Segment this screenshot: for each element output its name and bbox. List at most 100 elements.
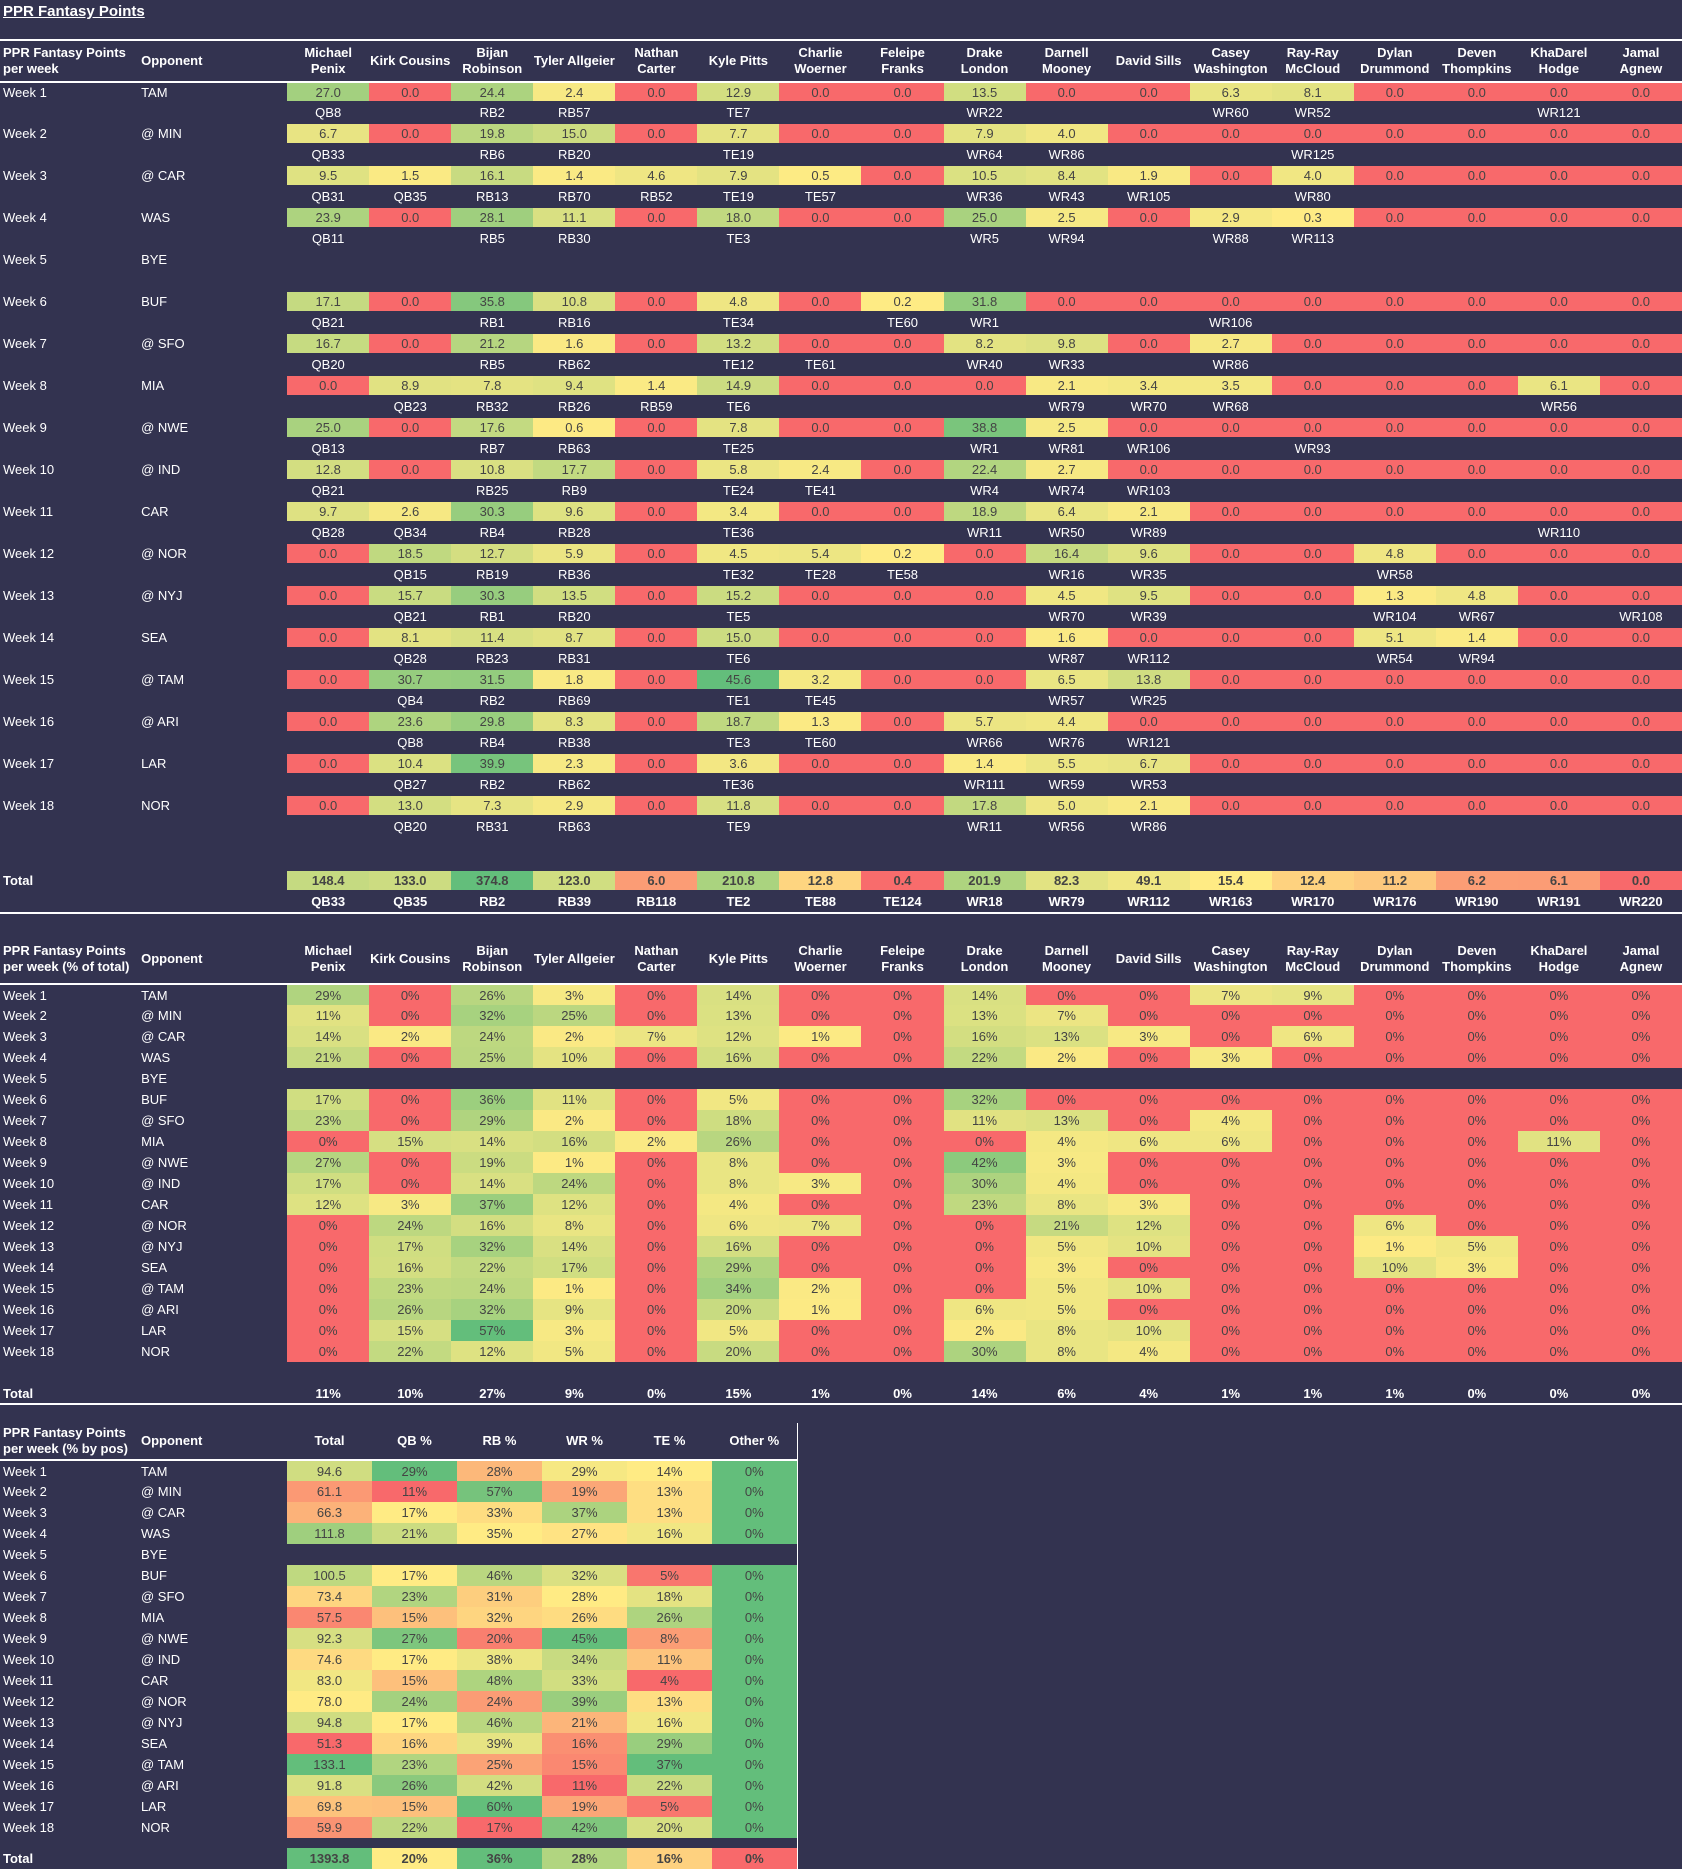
column-header[interactable]: KhaDarel Hodge [1530, 943, 1588, 974]
share-cell[interactable]: 0% [615, 1089, 698, 1110]
position-cell[interactable]: 16% [627, 1523, 712, 1544]
points-cell[interactable] [1518, 250, 1600, 269]
share-cell[interactable]: 3% [533, 1320, 616, 1341]
share-cell[interactable]: 27% [287, 1152, 370, 1173]
points-cell[interactable]: 0.0 [1107, 418, 1190, 437]
points-cell[interactable]: 28.1 [451, 208, 534, 227]
points-cell[interactable]: 16.4 [1025, 544, 1108, 563]
position-cell[interactable]: 100.5 [287, 1565, 372, 1586]
points-cell[interactable]: 0.0 [1517, 670, 1600, 689]
share-cell[interactable] [1108, 1068, 1190, 1089]
share-cell[interactable]: 3% [1025, 1152, 1108, 1173]
position-cell[interactable]: 5% [627, 1796, 712, 1817]
position-cell[interactable]: 74.6 [287, 1649, 372, 1670]
column-header[interactable]: Jamal Agnew [1619, 45, 1663, 76]
points-cell[interactable]: 30.3 [451, 502, 534, 521]
total-share-cell[interactable]: 0% [1435, 1383, 1518, 1405]
share-cell[interactable]: 1% [533, 1152, 616, 1173]
share-cell[interactable]: 5% [697, 1089, 780, 1110]
share-cell[interactable]: 8% [533, 1215, 616, 1236]
points-cell[interactable]: 0.0 [1517, 334, 1600, 353]
share-cell[interactable]: 0% [943, 1215, 1026, 1236]
share-cell[interactable]: 0% [1107, 1173, 1190, 1194]
column-header[interactable]: Dylan Drummond [1360, 45, 1430, 76]
share-cell[interactable]: 0% [1189, 1005, 1272, 1026]
points-cell[interactable]: 0.0 [1271, 418, 1354, 437]
points-cell[interactable]: 0.0 [615, 754, 698, 773]
total-points-cell[interactable]: 148.4 [287, 871, 370, 890]
share-cell[interactable]: 6% [1107, 1131, 1190, 1152]
column-header[interactable]: Feleipe Franks [880, 45, 925, 76]
points-cell[interactable] [1600, 250, 1682, 269]
share-cell[interactable]: 0% [1271, 1236, 1354, 1257]
column-header[interactable]: Kirk Cousins [370, 951, 451, 966]
share-cell[interactable] [861, 1068, 943, 1089]
share-cell[interactable]: 0% [615, 1173, 698, 1194]
points-cell[interactable] [615, 250, 697, 269]
column-header[interactable]: Other % [729, 1433, 780, 1448]
share-cell[interactable] [533, 1068, 615, 1089]
points-cell[interactable]: 0.0 [287, 796, 370, 815]
position-cell[interactable]: 0% [712, 1733, 797, 1754]
share-cell[interactable]: 0% [1271, 1215, 1354, 1236]
points-cell[interactable]: 12.7 [451, 544, 534, 563]
share-cell[interactable]: 0% [1517, 1215, 1600, 1236]
points-cell[interactable]: 0.0 [1353, 334, 1436, 353]
position-cell[interactable]: 26% [627, 1607, 712, 1628]
share-cell[interactable]: 0% [615, 1110, 698, 1131]
share-cell[interactable]: 0% [615, 1257, 698, 1278]
share-cell[interactable]: 2% [533, 1110, 616, 1131]
share-cell[interactable]: 0% [1353, 984, 1436, 1005]
points-cell[interactable]: 0.0 [1189, 586, 1272, 605]
position-cell[interactable]: 19% [542, 1796, 627, 1817]
share-cell[interactable]: 0% [615, 1005, 698, 1026]
position-cell[interactable]: 111.8 [287, 1523, 372, 1544]
position-cell[interactable]: 29% [372, 1460, 457, 1481]
column-header[interactable]: Jamal Agnew [1619, 943, 1663, 974]
share-cell[interactable]: 0% [1599, 1215, 1682, 1236]
share-cell[interactable]: 0% [1271, 1257, 1354, 1278]
share-cell[interactable]: 0% [287, 1278, 370, 1299]
points-cell[interactable]: 0.0 [1271, 334, 1354, 353]
share-cell[interactable]: 0% [1435, 1299, 1518, 1320]
points-cell[interactable]: 0.0 [1599, 796, 1682, 815]
share-cell[interactable]: 0% [287, 1320, 370, 1341]
points-cell[interactable]: 38.8 [943, 418, 1026, 437]
points-cell[interactable]: 8.3 [533, 712, 616, 731]
position-cell[interactable]: 83.0 [287, 1670, 372, 1691]
share-cell[interactable]: 0% [1517, 1152, 1600, 1173]
points-cell[interactable]: 5.1 [1353, 628, 1436, 647]
points-cell[interactable]: 1.4 [1435, 628, 1518, 647]
points-cell[interactable]: 2.5 [1025, 418, 1108, 437]
points-cell[interactable]: 7.7 [697, 124, 780, 143]
position-cell[interactable]: 11% [627, 1649, 712, 1670]
share-cell[interactable]: 0% [1599, 1047, 1682, 1068]
points-cell[interactable]: 0.0 [615, 670, 698, 689]
share-cell[interactable]: 5% [1435, 1236, 1518, 1257]
column-header[interactable]: David Sills [1115, 951, 1182, 966]
position-cell[interactable]: 11% [372, 1481, 457, 1502]
share-cell[interactable]: 0% [1189, 1278, 1272, 1299]
points-cell[interactable]: 0.0 [1435, 82, 1518, 101]
points-cell[interactable]: 10.8 [451, 460, 534, 479]
points-cell[interactable]: 0.0 [287, 712, 370, 731]
position-cell[interactable]: 59.9 [287, 1817, 372, 1838]
points-cell[interactable]: 23.9 [287, 208, 370, 227]
points-cell[interactable]: 0.0 [1271, 586, 1354, 605]
points-cell[interactable]: 1.4 [533, 166, 616, 185]
points-cell[interactable]: 0.0 [1599, 754, 1682, 773]
points-cell[interactable]: 0.0 [1435, 460, 1518, 479]
points-cell[interactable]: 0.0 [779, 796, 862, 815]
position-cell[interactable]: 57.5 [287, 1607, 372, 1628]
share-cell[interactable]: 0% [1271, 1047, 1354, 1068]
total-share-cell[interactable]: 0% [1599, 1383, 1682, 1405]
share-cell[interactable]: 7% [1189, 984, 1272, 1005]
points-cell[interactable]: 4.0 [1271, 166, 1354, 185]
total-share-cell[interactable]: 6% [1025, 1383, 1108, 1405]
share-cell[interactable]: 0% [861, 1257, 944, 1278]
points-cell[interactable]: 0.0 [1435, 754, 1518, 773]
points-cell[interactable]: 0.0 [1189, 628, 1272, 647]
share-cell[interactable]: 0% [1517, 1089, 1600, 1110]
points-cell[interactable]: 0.0 [615, 82, 698, 101]
points-cell[interactable]: 0.0 [1107, 292, 1190, 311]
